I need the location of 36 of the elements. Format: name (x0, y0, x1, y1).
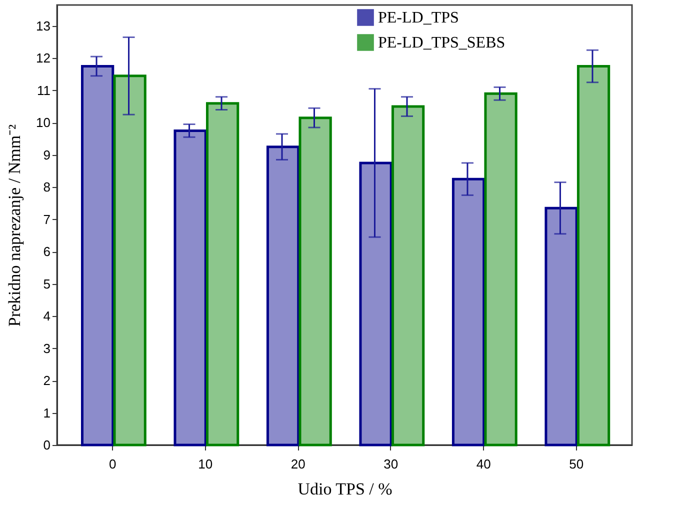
y-tick-label: 12 (36, 50, 50, 66)
y-axis-title: Prekidno naprezanje / Nmm⁻² (5, 124, 24, 327)
bar (391, 105, 425, 446)
y-tick-label: 10 (36, 115, 50, 130)
y-tick-label: 1 (43, 405, 50, 420)
bar (544, 206, 578, 446)
bar (80, 64, 114, 446)
y-tick-label: 7 (43, 212, 50, 227)
y-tick-label: 5 (43, 276, 50, 292)
bar (452, 178, 486, 446)
bar (174, 129, 207, 446)
x-tick-label: 0 (109, 456, 116, 472)
legend-label: PE-LD_TPS (378, 10, 459, 26)
y-tick-label: 8 (43, 180, 50, 195)
x-tick-label: 50 (569, 456, 584, 472)
y-tick-label: 3 (43, 340, 50, 356)
bar (113, 74, 146, 446)
x-tick-label: 10 (198, 456, 213, 472)
legend-label: PE-LD_TPS_SEBS (378, 34, 506, 52)
y-tick-label: 9 (43, 147, 50, 162)
x-tick-label: 20 (290, 456, 306, 472)
bar (359, 162, 392, 446)
y-tick-label: 0 (43, 438, 50, 452)
bar (484, 92, 518, 446)
bar (266, 146, 300, 446)
y-tick-label: 2 (43, 373, 50, 388)
x-axis-title: Udio TPS / % (298, 480, 392, 498)
bar (576, 64, 610, 446)
y-tick-label: 6 (43, 244, 50, 260)
bar (298, 116, 332, 446)
x-tick-label: 40 (476, 456, 491, 472)
y-tick-label: 4 (43, 308, 50, 324)
x-tick-label: 30 (384, 456, 398, 472)
y-tick-label: 13 (36, 18, 50, 34)
y-tick-label: 11 (37, 82, 50, 98)
bar (206, 102, 240, 446)
